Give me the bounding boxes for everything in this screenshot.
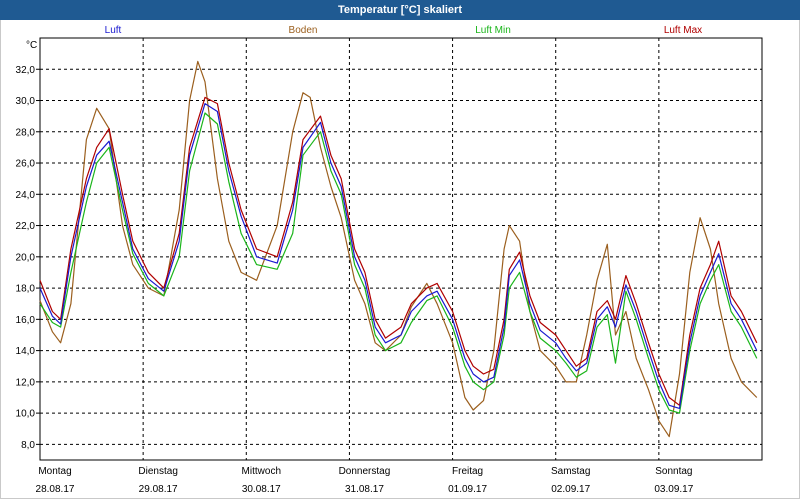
date-label: 02.09.17 xyxy=(551,484,590,495)
y-tick-label: 28,0 xyxy=(16,127,36,138)
day-label: Mittwoch xyxy=(242,466,281,477)
y-tick-label: 18,0 xyxy=(16,284,36,295)
day-label: Sonntag xyxy=(655,466,692,477)
y-tick-label: 16,0 xyxy=(16,315,36,326)
y-tick-label: 22,0 xyxy=(16,221,36,232)
legend-luft: Luft xyxy=(105,25,122,36)
y-tick-label: 14,0 xyxy=(16,346,36,357)
y-tick-label: 10,0 xyxy=(16,409,36,420)
y-tick-label: 20,0 xyxy=(16,252,36,263)
series-line-luft-max xyxy=(39,96,758,406)
legend-boden: Boden xyxy=(289,25,318,36)
series-line-luft xyxy=(39,102,758,409)
legend-luft-max: Luft Max xyxy=(664,25,702,36)
plot-area xyxy=(39,37,763,461)
y-tick-label: 32,0 xyxy=(16,65,36,76)
date-label: 29.08.17 xyxy=(139,484,178,495)
y-tick-label: 26,0 xyxy=(16,159,36,170)
temperature-chart: 8,0 10,0 12,0 14,0 16,0 18,0 20,0 22,0 24,0 26,0 2… xyxy=(16,25,763,495)
legend-luft-min: Luft Min xyxy=(475,25,511,36)
date-label: 28.08.17 xyxy=(36,484,75,495)
date-label: 31.08.17 xyxy=(345,484,384,495)
day-label: Donnerstag xyxy=(339,466,391,477)
y-tick-label: 24,0 xyxy=(16,190,36,201)
y-axis-unit: °C xyxy=(26,40,37,51)
day-label: Samstag xyxy=(551,466,590,477)
day-label: Dienstag xyxy=(138,466,177,477)
date-label: 01.09.17 xyxy=(448,484,487,495)
series-line-luft-min xyxy=(39,112,758,414)
y-tick-label: 8,0 xyxy=(21,440,35,451)
window-title: Temperatur [°C] skaliert xyxy=(0,0,800,20)
y-tick-label: 12,0 xyxy=(16,377,36,388)
date-label: 03.09.17 xyxy=(654,484,693,495)
day-label: Freitag xyxy=(452,466,483,477)
date-label: 30.08.17 xyxy=(242,484,281,495)
day-label: Montag xyxy=(38,466,71,477)
y-tick-label: 30,0 xyxy=(16,96,36,107)
